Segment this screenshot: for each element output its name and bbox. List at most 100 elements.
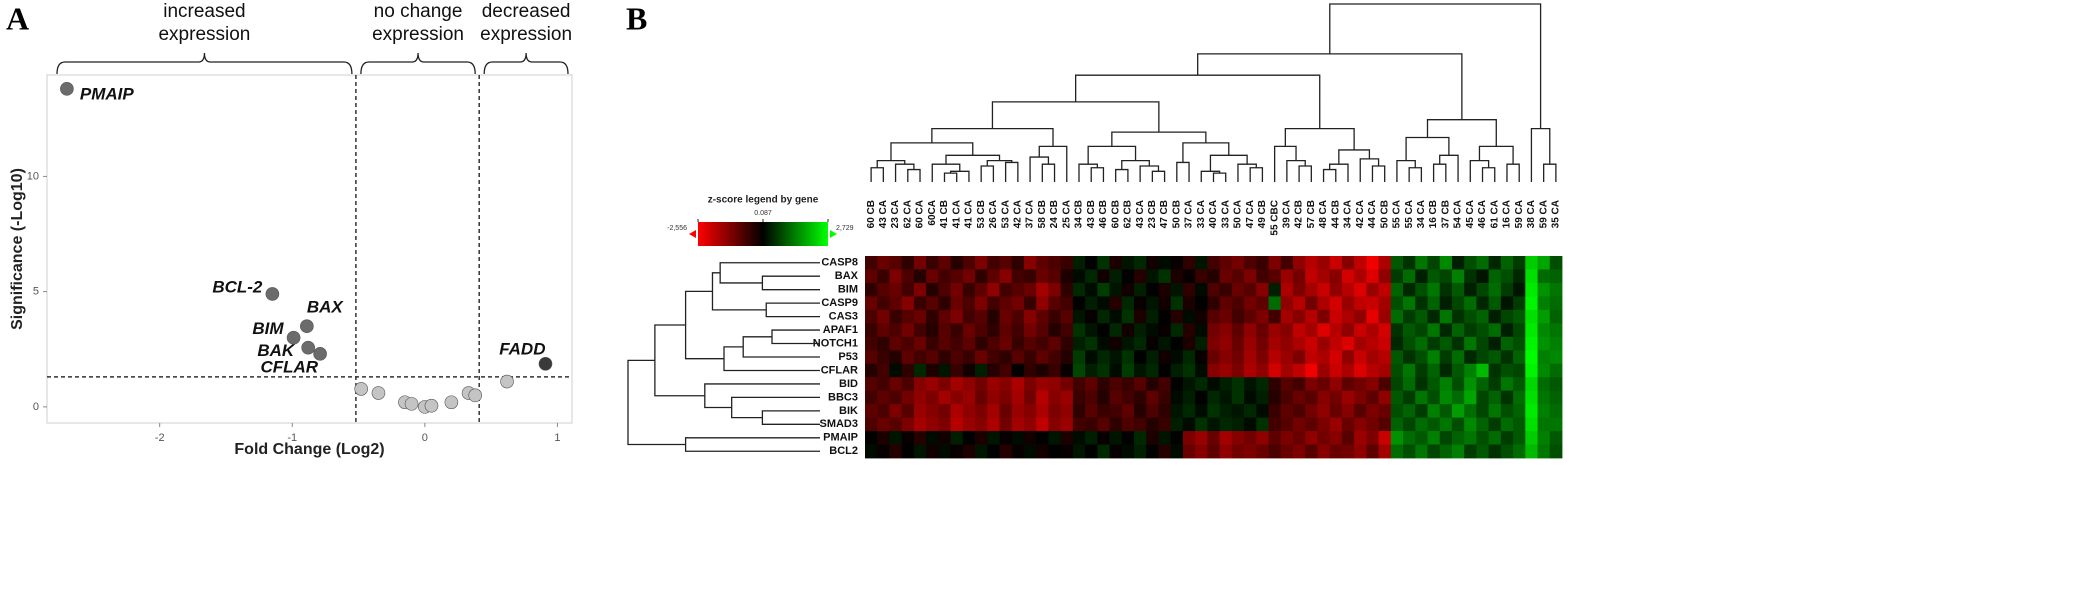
heatmap-cell [1060,282,1074,297]
heatmap-cell [1525,444,1538,459]
heatmap-cell [1549,269,1563,284]
heatmap-cell [913,309,927,324]
heatmap-cell [987,282,1000,297]
y-tick-label: 5 [33,286,39,298]
heatmap-cell [901,256,915,270]
dendrogram-branch [1371,165,1386,182]
heatmap-cell [1439,336,1453,351]
row-label: APAF1 [823,324,858,336]
heatmap-cell [1427,377,1441,392]
heatmap-cell [1121,377,1135,392]
heatmap-cell [1256,350,1269,365]
heatmap-cell [1207,417,1221,432]
heatmap-cell [865,309,878,324]
heatmap-cell [1048,431,1062,445]
heatmap-cell [1415,350,1428,365]
heatmap-cell [1072,431,1086,445]
heatmap-cell [1268,377,1282,392]
heatmap-cell [1415,390,1428,405]
heatmap-cell [1268,296,1282,311]
heatmap-cell [962,390,976,405]
heatmap-cell [1256,269,1269,284]
heatmap-cell [1244,404,1257,418]
heatmap-cell [1048,309,1062,324]
heatmap-cell [962,431,976,445]
heatmap-cell [1427,336,1441,351]
heatmap-cell [1097,296,1110,311]
heatmap-cell [1329,390,1343,405]
heatmap-cell [1146,417,1159,432]
heatmap-cell [1537,296,1551,311]
heatmap-cell [1060,390,1074,405]
heatmap-cell [1256,404,1269,418]
heatmap-cell [1403,282,1416,297]
column-label: 39 CA [1282,200,1293,228]
heatmap-cell [938,444,951,459]
heatmap-cell [1390,404,1404,418]
column-label: 34 CA [1416,200,1427,228]
heatmap-cell [1476,404,1490,418]
heatmap-cell [1219,296,1233,311]
heatmap-cell [1182,444,1196,459]
heatmap-cell [1317,256,1331,270]
heatmap-cell [1415,377,1428,392]
heatmap-cell [1134,336,1147,351]
panel-letter: B [626,0,647,36]
heatmap-cell [1378,444,1392,459]
heatmap-cell [950,296,964,311]
heatmap-cell [1121,256,1135,270]
heatmap-cell [913,390,927,405]
heatmap-cell [1378,309,1392,324]
heatmap-cell [1403,336,1416,351]
heatmap-cell [926,282,939,297]
heatmap-cell [1378,363,1392,378]
heatmap-cell [1072,390,1086,405]
heatmap-cell [889,417,903,432]
heatmap-cell [1170,404,1184,418]
bracket [483,52,569,75]
point [301,340,315,355]
heatmap-cell [1109,336,1123,351]
column-label: 46 CB [1098,200,1109,228]
heatmap-cell [1292,363,1306,378]
heatmap-cell [1537,256,1551,270]
heatmap-cell [1500,431,1514,445]
heatmap-cell [1354,309,1367,324]
heatmap-cell [1011,350,1025,365]
heatmap-cell [1011,417,1025,432]
heatmap-cell [1011,256,1025,270]
heatmap-cell [1341,269,1355,284]
heatmap-cell [1513,404,1526,418]
heatmap-cell [1268,256,1282,270]
heatmap-cell [950,336,964,351]
heatmap-cell [1403,309,1416,324]
heatmap-cell [1231,431,1245,445]
heatmap-cell [1329,256,1343,270]
heatmap-cell [1390,390,1404,405]
heatmap-cell [1219,269,1233,284]
column-label: 59 CA [1514,200,1525,228]
heatmap-cell [1427,282,1441,297]
heatmap-cell [1170,309,1184,324]
heatmap-cell [1500,282,1514,297]
heatmap-cell [1121,363,1135,378]
heatmap-cell [1525,390,1538,405]
heatmap-cell [1354,444,1367,459]
heatmap-cell [1231,256,1245,270]
row-label: CASP8 [821,257,858,269]
dendrogram-branch [1543,163,1557,182]
heatmap-cell [1341,417,1355,432]
heatmap-cell [950,377,964,392]
heatmap-cell [1354,282,1367,297]
heatmap-cell [1292,390,1306,405]
legend-arrow [689,230,696,238]
heatmap-cell [1451,404,1465,418]
heatmap-cell [1390,256,1404,270]
heatmap-cell [926,377,939,392]
heatmap-cell [1403,431,1416,445]
heatmap-cell [1170,363,1184,378]
heatmap-cell [1256,417,1269,432]
heatmap-cell [1109,323,1123,338]
heatmap-cell [1378,431,1392,445]
heatmap-cell [1121,296,1135,311]
